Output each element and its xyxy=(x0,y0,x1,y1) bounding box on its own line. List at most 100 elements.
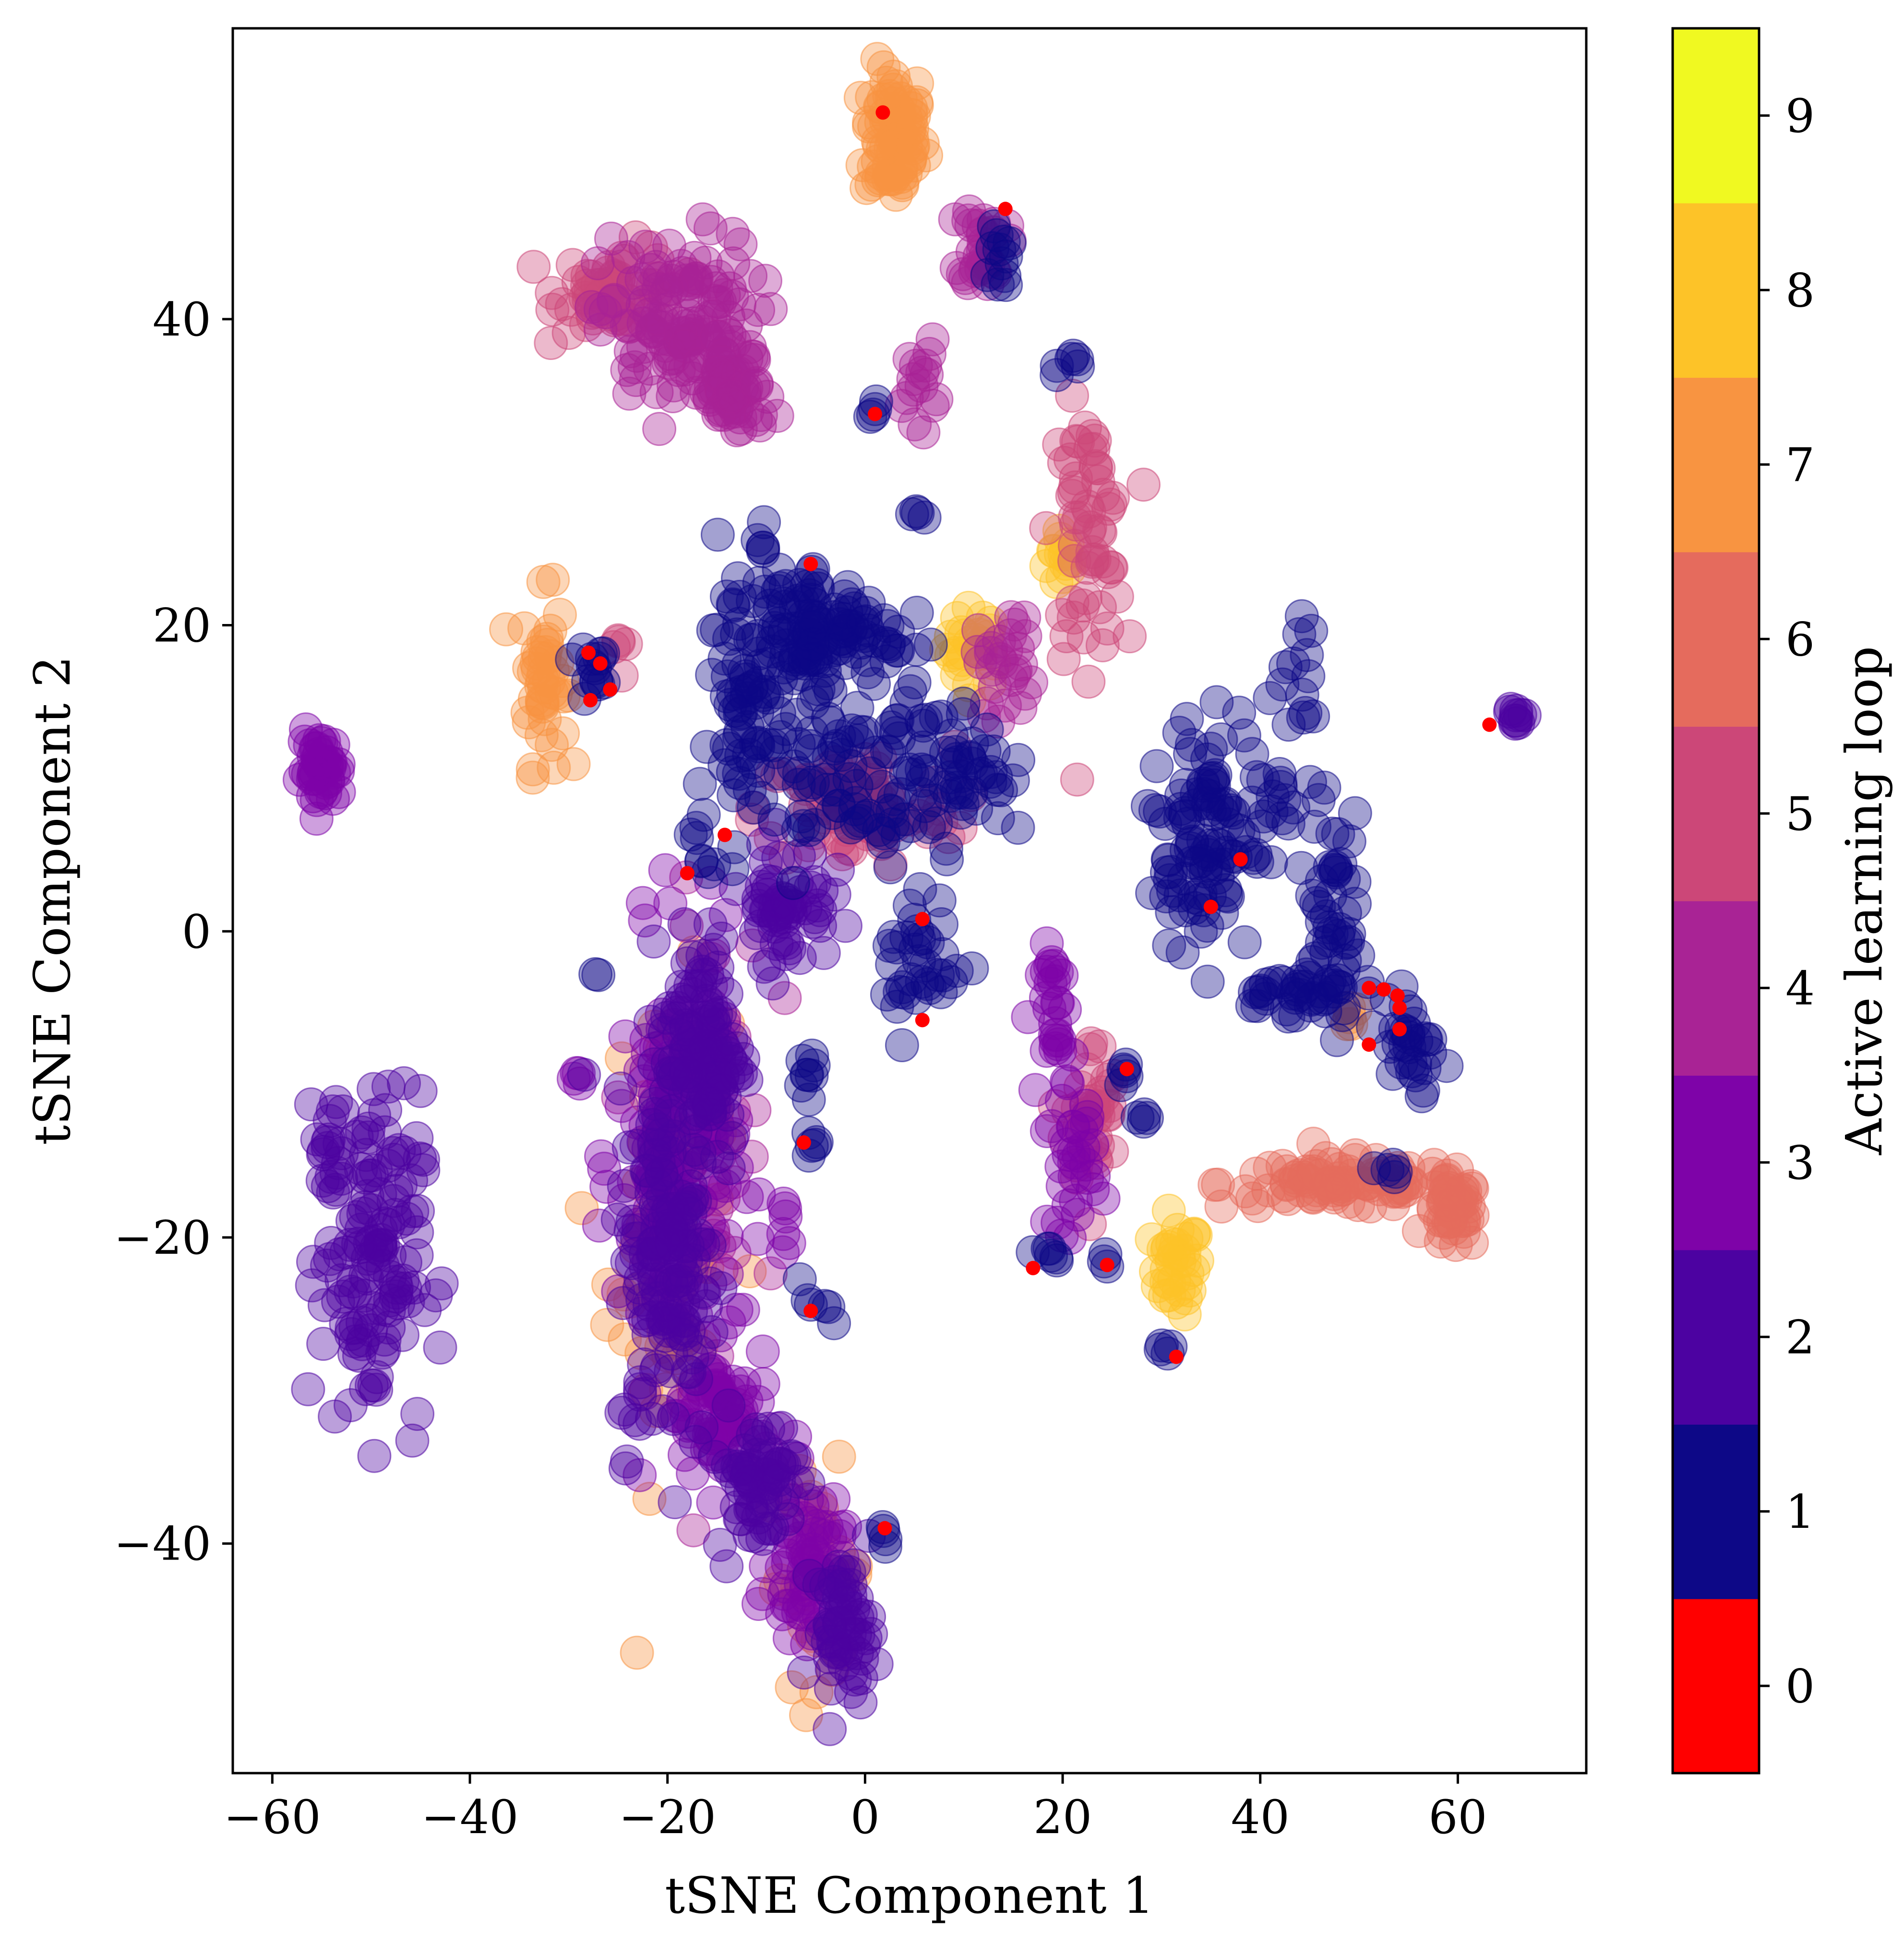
scatter-point xyxy=(784,1068,818,1103)
scatter-point xyxy=(1163,878,1198,912)
scatter-point xyxy=(304,775,338,809)
x-axis-title: tSNE Component 1 xyxy=(665,1866,1154,1925)
scatter-point xyxy=(1235,988,1269,1023)
scatter-point xyxy=(1056,600,1091,635)
scatter-point xyxy=(635,1402,669,1436)
scatter-point xyxy=(799,1516,834,1551)
scatter-point xyxy=(1254,794,1289,828)
colorbar-segment xyxy=(1673,552,1759,727)
scatter-point xyxy=(748,264,782,298)
scatter-point xyxy=(893,674,927,708)
scatter-point xyxy=(1057,544,1091,578)
colorbar-tick-label: 5 xyxy=(1785,787,1815,841)
scatter-point-loop-0 xyxy=(868,407,882,421)
scatter-point xyxy=(1055,585,1090,620)
scatter-point xyxy=(1091,492,1126,526)
scatter-point xyxy=(857,149,891,184)
scatter-point xyxy=(1235,737,1269,771)
scatter-point xyxy=(807,763,841,797)
scatter-point xyxy=(951,266,985,300)
scatter-point xyxy=(700,517,735,552)
scatter-point xyxy=(1307,770,1341,805)
scatter-point xyxy=(1315,816,1350,851)
scatter-point xyxy=(1029,511,1064,545)
scatter-point-loop-0 xyxy=(1233,852,1248,867)
scatter-point-loop-0 xyxy=(1203,900,1218,914)
scatter-point xyxy=(639,1167,673,1201)
scatter-point xyxy=(624,262,659,297)
colorbar-tick-label: 0 xyxy=(1785,1659,1815,1713)
scatter-point xyxy=(1046,642,1081,676)
scatter-point-loop-0 xyxy=(603,682,618,697)
scatter-point xyxy=(695,658,730,692)
scatter-point xyxy=(515,760,550,795)
scatter-point xyxy=(613,334,648,369)
scatter-point xyxy=(673,817,708,852)
scatter-point xyxy=(718,694,752,728)
scatter-point xyxy=(1083,590,1117,624)
colorbar-title: Active learning loop xyxy=(1835,646,1893,1155)
scatter-point xyxy=(1499,698,1533,732)
scatter-point xyxy=(1143,794,1177,829)
colorbar: 0 1 2 3 4 5 6 7 8 9 xyxy=(1671,27,1815,1775)
scatter-point-loop-0 xyxy=(1390,988,1405,1003)
scatter-point xyxy=(1100,579,1134,614)
scatter-point xyxy=(720,1059,754,1093)
scatter-point xyxy=(703,1527,737,1562)
scatter-point xyxy=(351,1120,385,1155)
scatter-point xyxy=(795,905,830,939)
scatter-point xyxy=(1071,664,1106,699)
scatter-point xyxy=(1151,1193,1186,1228)
scatter-point xyxy=(1075,542,1110,577)
colorbar-tick-label: 3 xyxy=(1785,1136,1815,1190)
scatter-point xyxy=(693,1266,728,1301)
scatter-point xyxy=(652,228,686,263)
colorbar-tick-label: 8 xyxy=(1785,264,1815,317)
scatter-point-loop-0 xyxy=(1362,1037,1377,1052)
scatter-point-loop-0 xyxy=(875,105,890,120)
scatter-point xyxy=(860,42,895,76)
scatter-point xyxy=(355,1158,389,1193)
scatter-point xyxy=(885,1028,919,1062)
scatter-point xyxy=(319,1155,354,1190)
colorbar-segment xyxy=(1673,726,1759,901)
scatter-point xyxy=(1193,792,1227,827)
colorbar-segment xyxy=(1673,377,1759,552)
colorbar-segment xyxy=(1673,203,1759,378)
scatter-point xyxy=(1081,464,1115,499)
x-axis: −60 −40 −20 0 20 40 60 xyxy=(224,1773,1487,1844)
scatter-point xyxy=(603,1071,638,1106)
scatter-point xyxy=(672,1355,707,1390)
scatter-point xyxy=(1126,1104,1161,1139)
scatter-point xyxy=(1004,647,1038,682)
scatter-point xyxy=(337,1337,371,1371)
scatter-point xyxy=(796,627,830,661)
scatter-point xyxy=(1426,1215,1461,1250)
scatter-point xyxy=(1174,728,1209,762)
scatter-point xyxy=(1066,1130,1101,1165)
scatter-point xyxy=(813,1712,847,1746)
scatter-point xyxy=(636,924,671,959)
scatter-point xyxy=(875,807,910,841)
scatter-point xyxy=(1271,708,1306,742)
scatter-point xyxy=(551,316,586,350)
scatter-point xyxy=(1086,478,1121,512)
scatter-point xyxy=(777,1441,812,1475)
scatter-point xyxy=(1440,1152,1474,1187)
scatter-point xyxy=(1049,619,1084,653)
scatter-point xyxy=(772,1226,806,1260)
scatter-point xyxy=(903,872,937,906)
scatter-point-loop-0 xyxy=(915,912,930,926)
colorbar-segment xyxy=(1673,1598,1759,1774)
scatter-point xyxy=(1370,1152,1405,1187)
scatter-point xyxy=(1309,899,1344,934)
scatter-point xyxy=(383,1168,418,1202)
scatter-point xyxy=(1060,1198,1095,1232)
y-axis-title: tSNE Component 2 xyxy=(23,656,82,1145)
scatter-point xyxy=(1393,1045,1428,1080)
scatter-point-loop-0 xyxy=(803,1304,818,1318)
scatter-point xyxy=(1162,1238,1196,1272)
scatter-point xyxy=(510,696,545,730)
scatter-point xyxy=(898,407,932,442)
